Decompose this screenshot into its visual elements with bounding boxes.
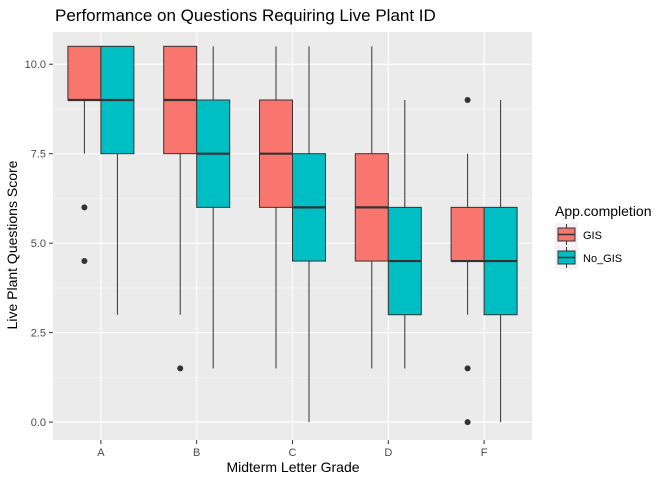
legend-title: App.completion <box>555 203 652 219</box>
legend: App.completion GIS No_GIS <box>555 203 652 269</box>
legend-label-no-gis: No_GIS <box>583 253 622 265</box>
x-tick-label: C <box>289 447 297 459</box>
x-tick-label: B <box>193 447 200 459</box>
y-axis: 0.0 2.5 5.0 7.5 10.0 <box>25 59 53 429</box>
x-tick-label: D <box>384 447 392 459</box>
box-iqr <box>450 206 485 262</box>
legend-key-gis <box>555 223 578 246</box>
box-gis-a <box>67 45 102 265</box>
box-gis-b <box>163 45 198 372</box>
outlier-point <box>464 419 471 426</box>
box-no-gis-c <box>292 46 326 423</box>
y-tick-label: 10.0 <box>25 59 46 71</box>
legend-label-gis: GIS <box>583 230 602 242</box>
legend-key-no-gis <box>555 246 578 269</box>
y-tick-label: 2.5 <box>31 328 46 340</box>
box-iqr <box>67 45 102 101</box>
box-no-gis-d <box>387 100 422 369</box>
y-tick-label: 7.5 <box>31 149 46 161</box>
x-tick-label: F <box>481 447 488 459</box>
box-series <box>67 45 518 426</box>
chart-title: Performance on Questions Requiring Live … <box>55 6 436 25</box>
outlier-point <box>464 97 471 103</box>
outlier-point <box>177 365 184 372</box>
box-no-gis-f <box>483 100 518 423</box>
x-axis-title: Midterm Letter Grade <box>226 459 359 475</box>
outlier-point <box>81 258 88 265</box>
y-axis-title: Live Plant Questions Score <box>4 160 20 329</box>
box-gis-c <box>259 46 293 369</box>
y-tick-label: 0.0 <box>31 417 46 429</box>
y-tick-label: 5.0 <box>31 238 46 250</box>
outlier-point <box>81 204 88 211</box>
box-gis-f <box>450 97 485 426</box>
box-no-gis-b <box>196 46 231 369</box>
x-tick-label: A <box>97 447 105 459</box>
box-no-gis-a <box>100 45 135 315</box>
outlier-point <box>464 365 471 372</box>
